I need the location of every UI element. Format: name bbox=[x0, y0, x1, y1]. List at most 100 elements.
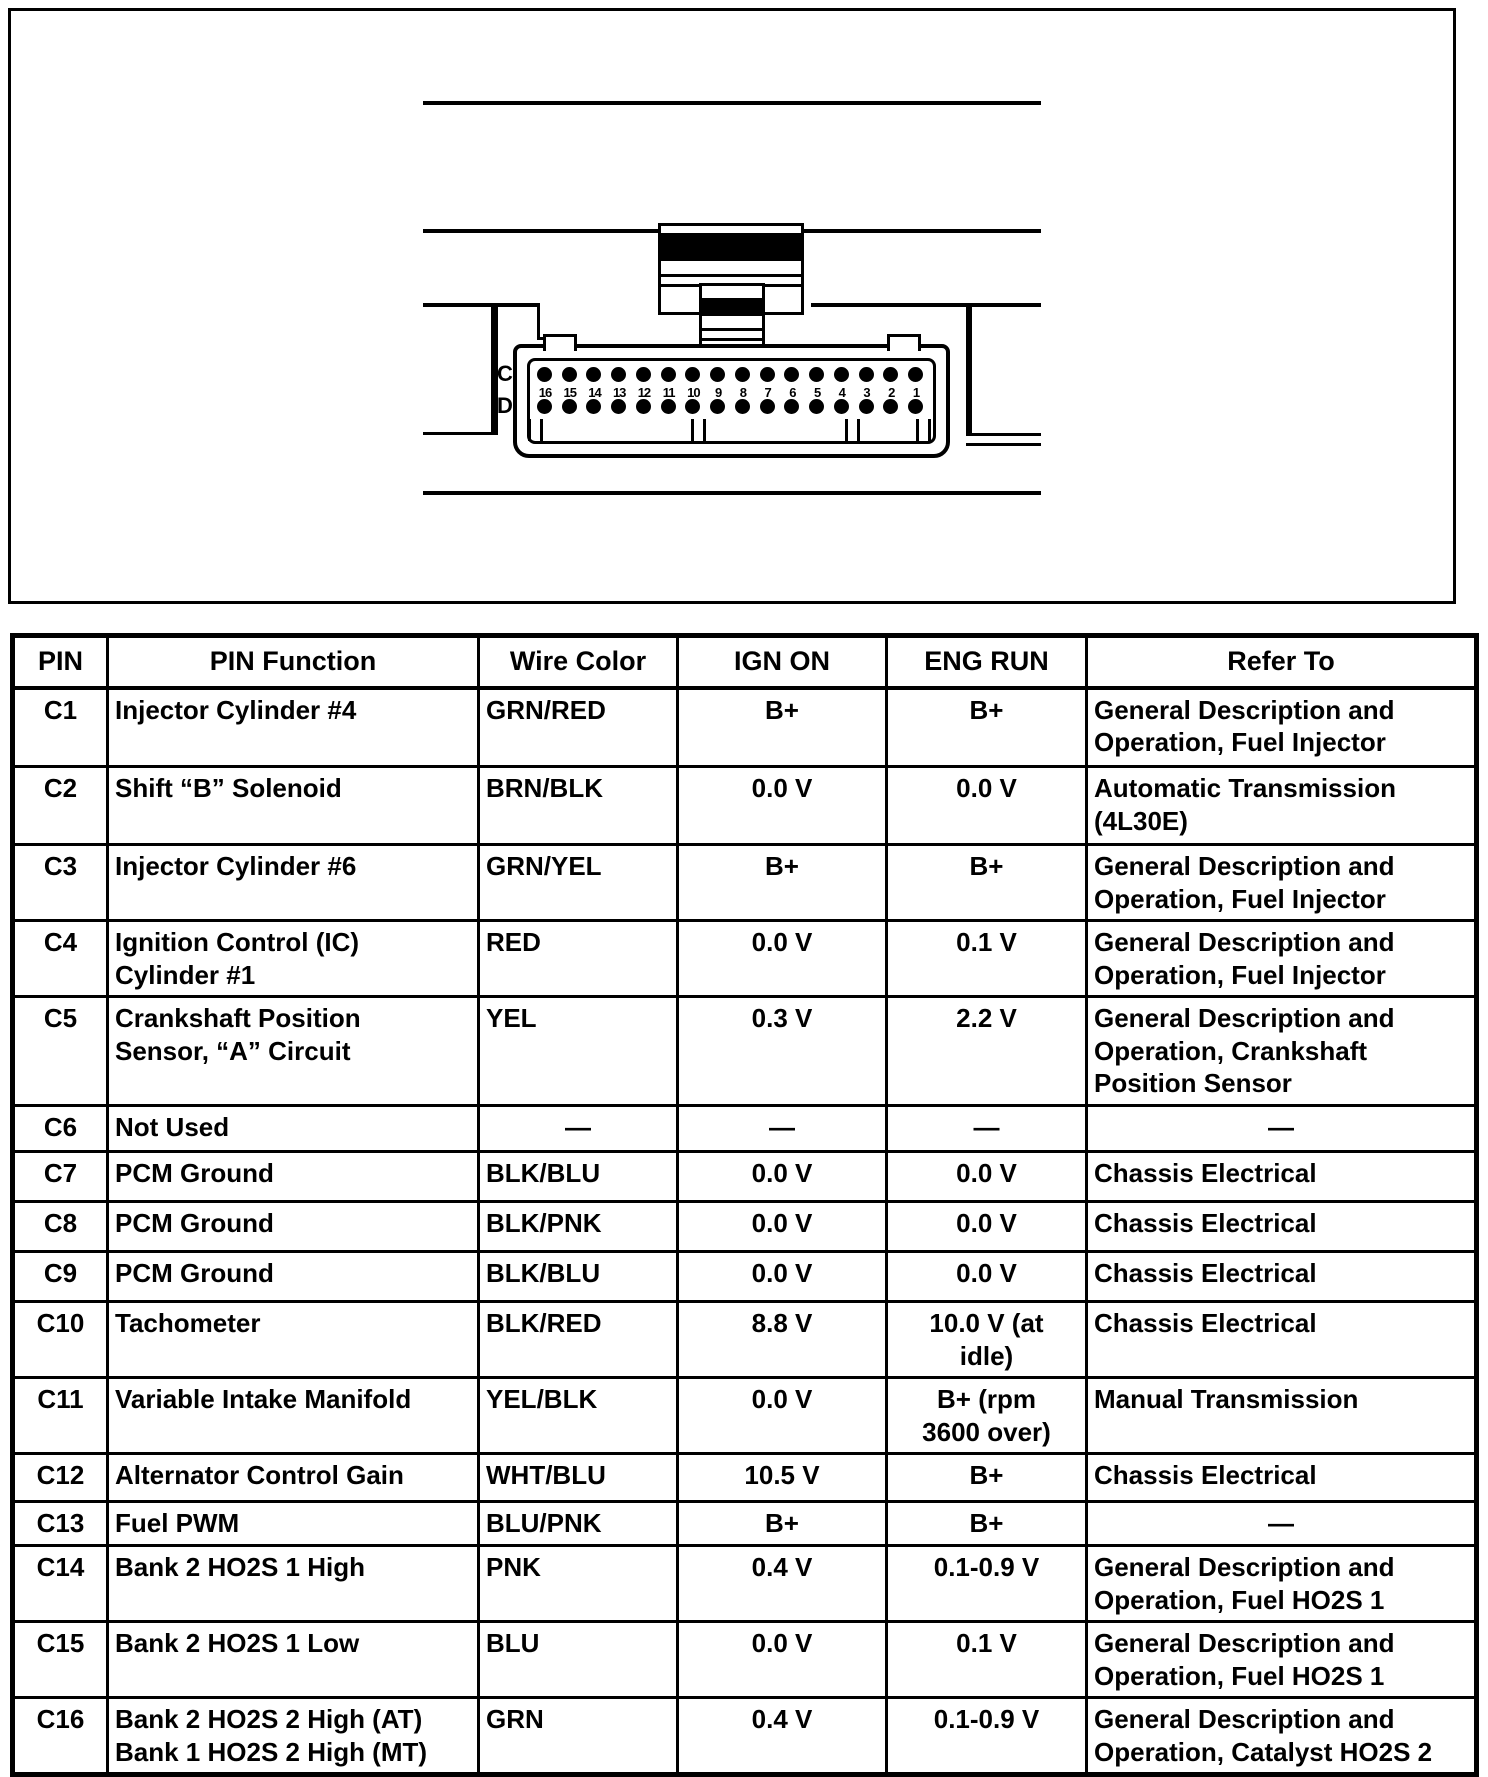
cell-pin: C7 bbox=[11, 1150, 109, 1203]
pin-d-4 bbox=[833, 399, 849, 414]
cell-pin: C4 bbox=[11, 919, 109, 998]
case-line-right-1 bbox=[966, 433, 1041, 436]
case-step-vert-left bbox=[537, 303, 540, 340]
pin-number-label: 14 bbox=[588, 385, 601, 400]
cell-pin: C13 bbox=[11, 1500, 109, 1547]
table-row: C6 Not Used — — — — bbox=[11, 1104, 1478, 1153]
table-row: C9 PCM Ground BLK/BLU 0.0 V 0.0 V Chassi… bbox=[11, 1250, 1478, 1303]
cell-pin: C1 bbox=[11, 686, 109, 768]
cell-wire-color: PNK bbox=[477, 1544, 679, 1623]
cell-eng-run: 0.0 V bbox=[885, 1250, 1088, 1303]
pin-c-5 bbox=[809, 367, 825, 382]
cell-refer-to: Chassis Electrical bbox=[1085, 1452, 1478, 1503]
cell-eng-run: 0.1 V bbox=[885, 1620, 1088, 1699]
cell-function: Fuel PWM bbox=[106, 1500, 480, 1547]
cell-pin: C2 bbox=[11, 765, 109, 846]
cell-wire-color: BLK/BLU bbox=[477, 1250, 679, 1303]
cell-wire-color: BLU bbox=[477, 1620, 679, 1699]
cell-pin: C8 bbox=[11, 1200, 109, 1253]
stem-black-band bbox=[702, 298, 762, 316]
pins-layer: 16 15 14 13 12 11 10 9 8 7 6 5 4 3 2 1 bbox=[11, 11, 1453, 601]
pin-d-8 bbox=[734, 399, 750, 414]
pin-number-label: 3 bbox=[863, 385, 870, 400]
pin-d-7 bbox=[759, 399, 775, 414]
cell-wire-color: BLK/PNK bbox=[477, 1200, 679, 1253]
cell-wire-color: YEL bbox=[477, 995, 679, 1107]
pin-number-label: 9 bbox=[715, 385, 722, 400]
table-row: C12 Alternator Control Gain WHT/BLU 10.5… bbox=[11, 1452, 1478, 1503]
case-line-top bbox=[423, 101, 1041, 105]
cell-eng-run: 0.1 V bbox=[885, 919, 1088, 998]
cell-eng-run: 2.2 V bbox=[885, 995, 1088, 1107]
cell-pin: C5 bbox=[11, 995, 109, 1107]
connector-latch-outer bbox=[658, 223, 804, 315]
cell-wire-color: BLU/PNK bbox=[477, 1500, 679, 1547]
pin-d-3 bbox=[858, 399, 874, 414]
pin-number-label: 2 bbox=[888, 385, 895, 400]
latch-black-band bbox=[661, 233, 801, 261]
cell-wire-color: YEL/BLK bbox=[477, 1376, 679, 1455]
connector-figure-box: C D 16 15 14 13 12 11 10 9 8 7 6 5 4 3 2 1 bbox=[8, 8, 1456, 604]
cell-refer-to: General Description and Operation, Fuel … bbox=[1085, 843, 1478, 922]
cell-eng-run: 10.0 V (at idle) bbox=[885, 1300, 1088, 1379]
cell-pin: C11 bbox=[11, 1376, 109, 1455]
header-pin-function: PIN Function bbox=[106, 634, 480, 690]
cell-wire-color: BLK/RED bbox=[477, 1300, 679, 1379]
table-header-row: PIN PIN Function Wire Color IGN ON ENG R… bbox=[11, 634, 1478, 690]
cell-wire-color: — bbox=[477, 1104, 679, 1153]
housing-notch-left bbox=[543, 334, 577, 351]
cell-function: PCM Ground bbox=[106, 1250, 480, 1303]
pin-d-5 bbox=[809, 399, 825, 414]
cell-eng-run: 0.1-0.9 V bbox=[885, 1696, 1088, 1776]
cell-refer-to: General Description and Operation, Fuel … bbox=[1085, 686, 1478, 768]
housing-tick bbox=[691, 419, 694, 441]
pin-c-6 bbox=[784, 367, 800, 382]
cell-eng-run: B+ bbox=[885, 1452, 1088, 1503]
pin-c-10 bbox=[685, 367, 701, 382]
pin-c-2 bbox=[883, 367, 899, 382]
housing-tick bbox=[528, 419, 531, 441]
stem-line-2 bbox=[702, 338, 762, 341]
cell-ign-on: 0.0 V bbox=[676, 1200, 888, 1253]
cell-pin: C16 bbox=[11, 1696, 109, 1776]
table-row: C14 Bank 2 HO2S 1 High PNK 0.4 V 0.1-0.9… bbox=[11, 1544, 1478, 1623]
pin-number-label: 11 bbox=[662, 385, 676, 400]
table-row: C5 Crankshaft Position Sensor, “A” Circu… bbox=[11, 995, 1478, 1107]
housing-tick bbox=[540, 419, 543, 441]
pin-d-1 bbox=[908, 399, 923, 414]
cell-wire-color: GRN/RED bbox=[477, 686, 679, 768]
cell-function: Ignition Control (IC) Cylinder #1 bbox=[106, 919, 480, 998]
cell-ign-on: 8.8 V bbox=[676, 1300, 888, 1379]
cell-pin: C14 bbox=[11, 1544, 109, 1623]
cell-ign-on: B+ bbox=[676, 1500, 888, 1547]
cell-refer-to: — bbox=[1085, 1104, 1478, 1153]
pin-number-label: 5 bbox=[813, 385, 821, 400]
cell-ign-on: 10.5 V bbox=[676, 1452, 888, 1503]
stem-line-1 bbox=[702, 328, 762, 331]
housing-tick bbox=[916, 419, 919, 441]
pin-c-1 bbox=[908, 367, 923, 382]
cell-refer-to: Automatic Transmission (4L30E) bbox=[1085, 765, 1478, 846]
cell-eng-run: B+ bbox=[885, 1500, 1088, 1547]
cell-pin: C3 bbox=[11, 843, 109, 922]
header-pin: PIN bbox=[11, 634, 109, 690]
pin-number-label: 1 bbox=[912, 385, 920, 400]
table-row: C15 Bank 2 HO2S 1 Low BLU 0.0 V 0.1 V Ge… bbox=[11, 1620, 1478, 1699]
pinout-table: PIN PIN Function Wire Color IGN ON ENG R… bbox=[10, 633, 1479, 1777]
pin-number-label: 10 bbox=[687, 385, 700, 400]
cell-eng-run: 0.0 V bbox=[885, 765, 1088, 846]
pin-d-11 bbox=[660, 399, 676, 414]
cell-function: PCM Ground bbox=[106, 1200, 480, 1253]
table-row: C3 Injector Cylinder #6 GRN/YEL B+ B+ Ge… bbox=[11, 843, 1478, 922]
housing-tick bbox=[928, 419, 931, 441]
pin-number-label: 15 bbox=[563, 385, 576, 400]
cell-wire-color: GRN/YEL bbox=[477, 843, 679, 922]
cell-ign-on: 0.0 V bbox=[676, 1150, 888, 1203]
cell-refer-to: Chassis Electrical bbox=[1085, 1200, 1478, 1253]
pin-c-7 bbox=[759, 367, 775, 382]
header-ign-on: IGN ON bbox=[676, 634, 888, 690]
pin-c-12 bbox=[635, 367, 651, 382]
pin-c-11 bbox=[660, 367, 676, 382]
cell-function: Bank 2 HO2S 1 High bbox=[106, 1544, 480, 1623]
cell-ign-on: 0.4 V bbox=[676, 1544, 888, 1623]
